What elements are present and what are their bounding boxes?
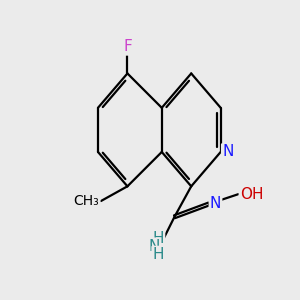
Text: OH: OH bbox=[240, 187, 263, 202]
Text: H: H bbox=[153, 231, 164, 246]
Text: CH₃: CH₃ bbox=[74, 194, 100, 208]
Text: F: F bbox=[123, 39, 132, 54]
Text: N: N bbox=[222, 145, 233, 160]
Text: N: N bbox=[210, 196, 221, 211]
Text: H: H bbox=[153, 247, 164, 262]
Text: N: N bbox=[148, 239, 160, 254]
